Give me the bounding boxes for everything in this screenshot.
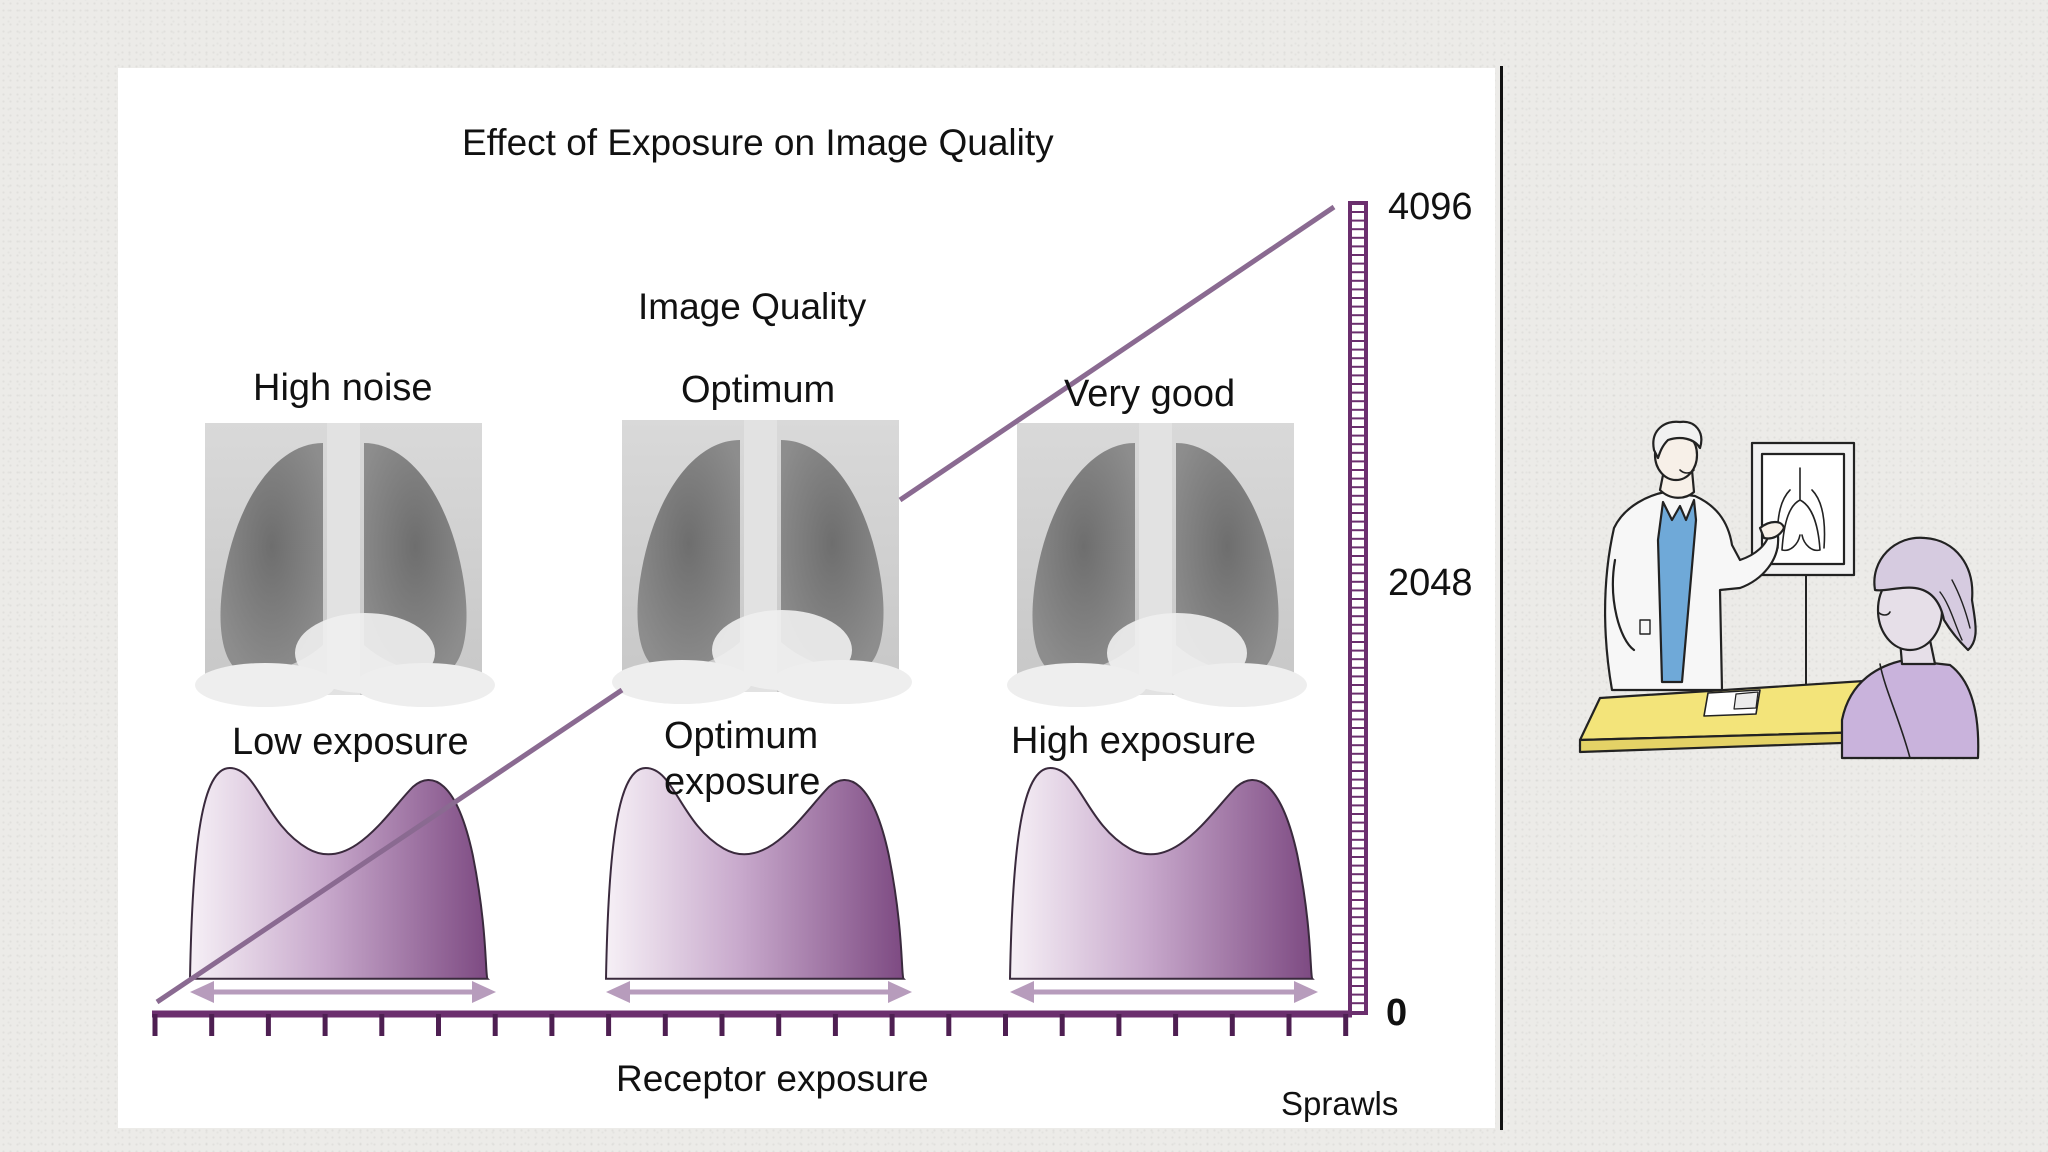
credit-label: Sprawls [1281,1085,1399,1122]
quality-label-high-noise: High noise [253,367,433,409]
scale-label-zero: 0 [1386,992,1408,1034]
quality-label-optimum: Optimum [681,369,836,411]
xray-high-noise [195,423,495,707]
x-axis [152,1010,1352,1036]
diagram-title: Effect of Exposure on Image Quality [462,122,1054,163]
xray-very-good [1007,423,1307,707]
histogram-low [189,767,496,1003]
scale-label-top: 4096 [1388,186,1473,228]
response-line [155,204,1336,1005]
doctor-patient-illustration [1578,420,1980,760]
histogram-optimum [605,767,912,1003]
exposure-label-high: High exposure [1011,720,1257,762]
exposure-label-low: Low exposure [232,721,469,763]
exposure-label-optimum-line1: Optimum [664,715,819,757]
quality-label-very-good: Very good [1064,373,1236,415]
image-quality-heading: Image Quality [638,286,867,327]
xray-optimum [612,420,912,704]
x-axis-label: Receptor exposure [616,1058,929,1099]
vertical-scale [1348,201,1368,1015]
vertical-divider [1500,66,1503,1130]
scale-label-mid: 2048 [1388,562,1473,604]
exposure-label-optimum-line2: exposure [664,761,821,803]
histogram-high [1008,766,1318,1003]
